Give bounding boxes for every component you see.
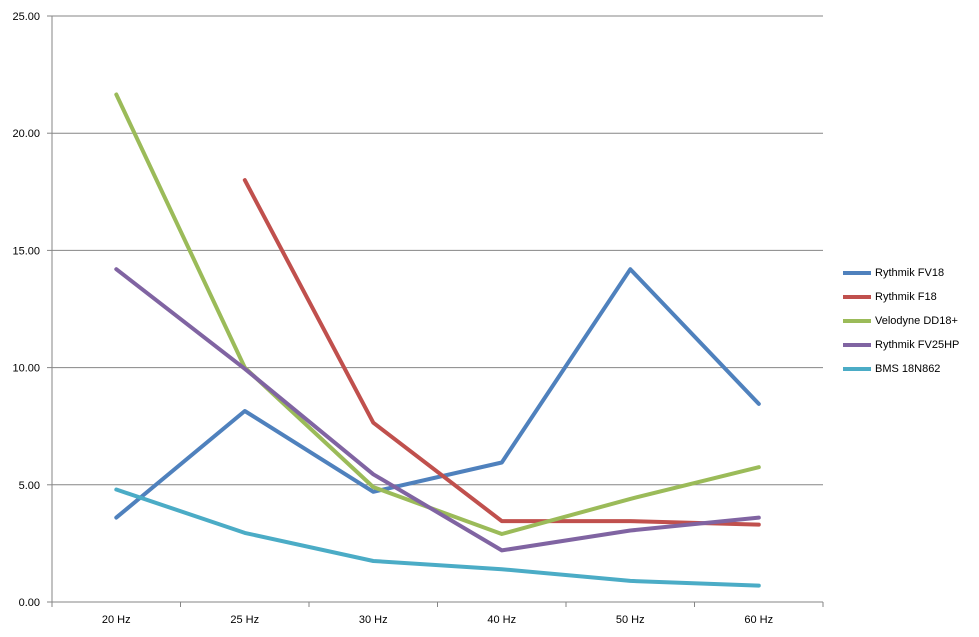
- legend-label: Rythmik F18: [875, 291, 937, 303]
- x-tick-label: 60 Hz: [744, 614, 773, 626]
- x-tick-label: 30 Hz: [359, 614, 388, 626]
- x-tick-label: 25 Hz: [230, 614, 259, 626]
- legend-item: Rythmik F18: [843, 285, 959, 309]
- y-tick-label: 25.00: [12, 11, 40, 23]
- y-axis-tick-labels: 0.00 5.00 10.00 15.00 20.00 25.00: [12, 11, 40, 609]
- legend-swatch: [843, 271, 871, 275]
- y-tick-label: 20.00: [12, 128, 40, 140]
- series-lines: [114, 92, 761, 588]
- legend-item: Rythmik FV25HP: [843, 333, 959, 357]
- series-line-rythmik-fv25hp: [114, 267, 761, 553]
- x-axis-tick-labels: 20 Hz 25 Hz 30 Hz 40 Hz 50 Hz 60 Hz: [102, 614, 773, 626]
- legend-swatch: [843, 367, 871, 371]
- gridlines: [52, 15, 823, 486]
- x-tick-label: 40 Hz: [487, 614, 516, 626]
- x-tick-label: 50 Hz: [616, 614, 645, 626]
- series-line-rythmik-fv18: [114, 267, 761, 520]
- legend-label: Velodyne DD18+: [875, 315, 958, 327]
- legend-label: BMS 18N862: [875, 363, 941, 375]
- legend-item: BMS 18N862: [843, 357, 959, 381]
- legend-label: Rythmik FV25HP: [875, 339, 960, 351]
- series-line-bms-18n862: [114, 487, 761, 588]
- legend-swatch: [843, 319, 871, 323]
- legend-swatch: [843, 343, 871, 347]
- series-line-velodyne-dd18-: [114, 92, 761, 536]
- x-tick-label: 20 Hz: [102, 614, 131, 626]
- legend: Rythmik FV18 Rythmik F18 Velodyne DD18+ Ryt…: [843, 261, 959, 381]
- legend-item: Velodyne DD18+: [843, 309, 959, 333]
- y-tick-label: 10.00: [12, 363, 40, 375]
- series-line-rythmik-f18: [242, 178, 761, 527]
- legend-label: Rythmik FV18: [875, 267, 945, 279]
- legend-swatch: [843, 295, 871, 299]
- y-tick-label: 5.00: [19, 480, 40, 492]
- legend-item: Rythmik FV18: [843, 261, 959, 285]
- axes: [47, 15, 824, 607]
- y-tick-label: 15.00: [12, 245, 40, 257]
- y-tick-label: 0.00: [19, 597, 40, 609]
